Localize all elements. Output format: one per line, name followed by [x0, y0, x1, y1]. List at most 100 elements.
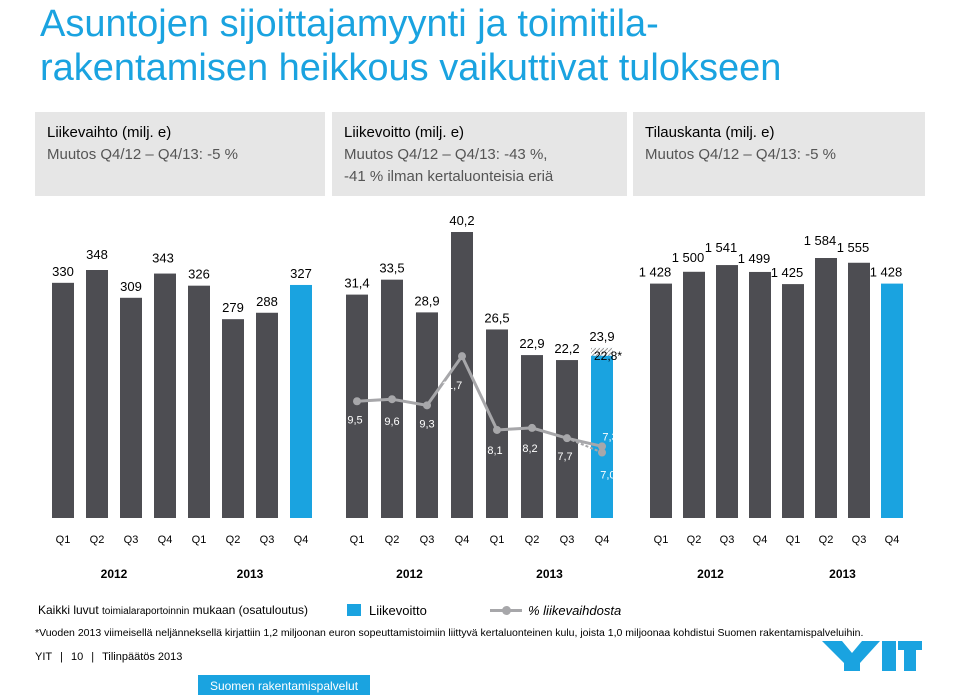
footer-company: YIT — [35, 651, 53, 663]
category-label: Q4 — [294, 534, 309, 546]
category-label: Q2 — [687, 534, 702, 546]
bar-value-label: 326 — [188, 267, 210, 282]
line-marker — [493, 425, 501, 434]
category-label: Q1 — [786, 534, 801, 546]
line-value-label: 8,2 — [522, 443, 537, 455]
line-segment-adjusted — [566, 437, 603, 454]
bar-value-label: 288 — [256, 294, 278, 309]
category-label: Q1 — [654, 534, 669, 546]
bar-value-label: 348 — [86, 247, 108, 262]
category-label: Q2 — [90, 534, 105, 546]
panel-unit: (milj. e) — [117, 124, 172, 141]
footnote: *Vuoden 2013 viimeisellä neljänneksellä … — [35, 627, 864, 639]
category-label: Q4 — [455, 534, 470, 546]
bar-value-label: 28,9 — [414, 293, 439, 308]
line-value-label: 9,6 — [384, 416, 399, 428]
bar-q4-2012 — [749, 271, 771, 518]
category-label: Q4 — [595, 534, 610, 546]
bar-hatch-onetime-item — [591, 347, 613, 356]
bar-value-label: 279 — [222, 300, 244, 315]
category-label: Q2 — [385, 534, 400, 546]
bar-value-label: 26,5 — [484, 310, 509, 325]
bar-q3-2012 — [716, 265, 738, 518]
year-label-2012: 2012 — [697, 567, 724, 581]
category-label: Q3 — [420, 534, 435, 546]
charts-area: 330 Q1 348 Q2 309 Q3 343 Q4 326 Q1 279 Q2 288 Q3 327 Q4… — [52, 213, 903, 581]
category-label: Q3 — [124, 534, 139, 546]
panel-label: Tilauskanta — [645, 124, 722, 141]
bar-q1-2013 — [486, 329, 508, 518]
category-label: Q3 — [852, 534, 867, 546]
bar-q1-2012 — [52, 282, 74, 518]
bar-value-label: 327 — [290, 266, 312, 281]
title-line-1: Asuntojen sijoittajamyynti ja toimitila- — [40, 3, 659, 45]
bar-q1-2012 — [650, 283, 672, 518]
bar-q2-2013 — [521, 355, 543, 518]
category-label: Q1 — [490, 534, 505, 546]
line-series-operating-margin — [356, 353, 603, 448]
bar-q3-2012 — [120, 297, 142, 518]
line-marker — [458, 352, 466, 361]
category-label: Q3 — [560, 534, 575, 546]
bar-q4-2013 — [881, 283, 903, 518]
year-label-2012: 2012 — [101, 567, 128, 581]
bar-value-label: 1 584 — [804, 233, 837, 248]
bar-q1-2013 — [188, 285, 210, 518]
legend-text: Kaikki luvut — [38, 603, 103, 617]
panel-liikevaihto: Liikevaihto (milj. e) Muutos Q4/12 – Q4/… — [35, 112, 325, 196]
category-label: Q4 — [753, 534, 768, 546]
bar-value-label: 1 555 — [837, 240, 870, 255]
line-value-label: 9,3 — [419, 418, 434, 430]
line-marker — [598, 442, 606, 451]
line-marker — [388, 395, 396, 404]
bar-value-label: 22,9 — [519, 336, 544, 351]
legend-note: Kaikki luvut toimialaraportoinnin mukaan… — [38, 603, 308, 617]
category-label: Q1 — [56, 534, 71, 546]
footer-page: 10 — [70, 651, 84, 663]
bar-q3-2012 — [416, 312, 438, 518]
footer: YIT | 10 | Tilinpäätös 2013 — [35, 651, 183, 663]
bar-value-label: 33,5 — [379, 261, 404, 276]
bar-q1-2013 — [782, 284, 804, 518]
bar-q2-2012 — [86, 270, 108, 518]
line-value-label: 7,7 — [557, 451, 572, 463]
line-adjusted-label: 7,0* — [600, 470, 620, 482]
bar-value-label: 1 499 — [738, 251, 771, 266]
line-marker — [353, 397, 361, 406]
bar-q4-2013 — [290, 284, 312, 518]
bar-value-label: 23,9 — [589, 329, 614, 344]
year-label-2013: 2013 — [536, 567, 563, 581]
bar-value-label: 1 428 — [639, 265, 672, 280]
line-value-label: 8,1 — [487, 445, 502, 457]
page-title: Asuntojen sijoittajamyynti ja toimitila-… — [40, 2, 940, 90]
category-label: Q2 — [226, 534, 241, 546]
bar-q4-2013 — [591, 347, 613, 518]
bar-value-label: 1 541 — [705, 240, 738, 255]
panel-unit: (milj. e) — [721, 124, 775, 141]
category-label: Q2 — [525, 534, 540, 546]
legend-bar-label: Liikevoitto — [369, 603, 427, 618]
category-label: Q1 — [350, 534, 365, 546]
category-label: Q2 — [819, 534, 834, 546]
bar-q4-2012 — [154, 273, 176, 518]
legend-bar: Liikevoitto — [347, 603, 427, 618]
panel-label: Liikevoitto — [344, 124, 411, 141]
bar-q2-2013 — [222, 319, 244, 518]
bar-q1-2012 — [346, 294, 368, 518]
panel-sub: Muutos Q4/12 – Q4/13: -5 % — [645, 146, 836, 163]
yit-logo — [822, 641, 922, 671]
bar-q3-2013 — [848, 262, 870, 518]
panel-unit: (milj. e) — [410, 124, 465, 141]
bar-value-label: 330 — [52, 264, 74, 279]
bar-value-label: 40,2 — [449, 213, 474, 228]
year-label-2013: 2013 — [237, 567, 264, 581]
panel-label: Liikevaihto — [47, 124, 118, 141]
title-line-2: rakentamisen heikkous vaikuttivat tuloks… — [40, 47, 782, 89]
year-label-2013: 2013 — [829, 567, 856, 581]
bar-value-label: 343 — [152, 251, 174, 266]
bar-value-label: 1 428 — [870, 265, 903, 280]
section-tab[interactable]: Suomen rakentamispalvelut — [198, 675, 370, 695]
legend-bar-swatch — [347, 604, 361, 616]
legend-text-end: mukaan (osatuloutus) — [189, 603, 309, 617]
bar-adjusted-label: 22,8* — [594, 349, 622, 363]
